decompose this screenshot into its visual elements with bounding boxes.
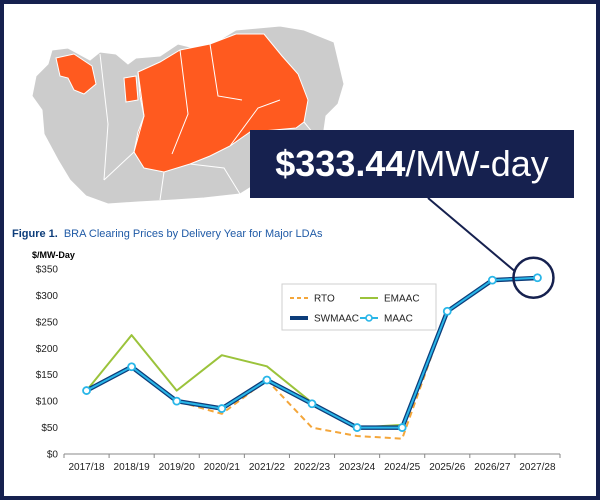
- callout-connector: [427, 197, 517, 273]
- y-axis-unit-label: $/MW-Day: [32, 250, 75, 260]
- callout-annotation: [427, 197, 555, 300]
- x-tick-label: 2021/22: [249, 462, 286, 473]
- price-callout: $333.44/MW-day: [250, 130, 574, 198]
- legend-entry-maac: MAAC: [360, 314, 413, 325]
- x-tick-label: 2023/24: [339, 462, 376, 473]
- figure-caption: Figure 1. BRA Clearing Prices by Delivery…: [12, 228, 322, 240]
- series-point-maac: [487, 275, 497, 285]
- x-tick-label: 2017/18: [68, 462, 105, 473]
- series-point-maac: [533, 273, 542, 283]
- chart-series: [82, 273, 542, 440]
- legend-marker: [365, 314, 373, 322]
- highlight-circle: [512, 256, 555, 300]
- x-tick-label: 2024/25: [384, 462, 421, 473]
- y-tick-label: $200: [36, 344, 59, 355]
- legend-box: [281, 283, 437, 331]
- legend-entry-rto: RTO: [290, 294, 335, 305]
- map-highlight-west: [55, 53, 97, 95]
- series-point-maac: [82, 386, 91, 395]
- x-tick-label: 2019/20: [159, 462, 196, 473]
- y-tick-label: $50: [41, 423, 58, 434]
- x-tick-label: 2027/28: [519, 462, 556, 473]
- y-tick-label: $0: [47, 450, 59, 461]
- callout-unit: /MW-day: [405, 143, 549, 184]
- chart-legend: RTO EMAAC SWMAAC MAAC: [281, 283, 437, 331]
- y-tick-label: $350: [36, 265, 59, 276]
- y-tick-label: $150: [36, 370, 59, 381]
- series-point-maac: [262, 375, 272, 385]
- legend-entry-swmaac: SWMAAC: [290, 314, 359, 325]
- figure-title: BRA Clearing Prices by Delivery Year for…: [63, 228, 323, 240]
- legend-label: MAAC: [384, 314, 413, 325]
- chart-axes: $0 $50 $100 $150 $200 $250 $300 $350 2017/18 2018…: [36, 265, 561, 473]
- figure-label: Figure 1.: [12, 228, 58, 240]
- x-tick-label: 2025/26: [429, 462, 466, 473]
- y-tick-label: $250: [36, 317, 59, 328]
- series-point-maac: [442, 306, 452, 316]
- callout-amount: $333.44: [275, 143, 406, 184]
- x-tick-label: 2018/19: [114, 462, 151, 473]
- x-tick-label: 2020/21: [204, 462, 241, 473]
- series-point-maac: [307, 399, 317, 409]
- legend-label: RTO: [314, 294, 335, 305]
- legend-label: EMAAC: [384, 294, 420, 305]
- series-point-maac: [352, 423, 362, 432]
- series-point-maac: [217, 404, 227, 413]
- y-tick-label: $100: [36, 397, 59, 408]
- legend-label: SWMAAC: [314, 314, 359, 325]
- legend-entry-emaac: EMAAC: [360, 294, 420, 305]
- series-point-maac: [397, 423, 407, 432]
- series-point-maac: [127, 362, 137, 372]
- y-tick-label: $300: [36, 291, 59, 302]
- x-tick-label: 2022/23: [294, 462, 331, 473]
- line-chart: $0 $50 $100 $150 $200 $250 $300 $350 2017/18 2018…: [36, 197, 561, 473]
- x-tick-label: 2026/27: [474, 462, 511, 473]
- map-highlight-small: [123, 75, 139, 103]
- series-point-maac: [172, 396, 182, 406]
- series-maac: [82, 273, 542, 432]
